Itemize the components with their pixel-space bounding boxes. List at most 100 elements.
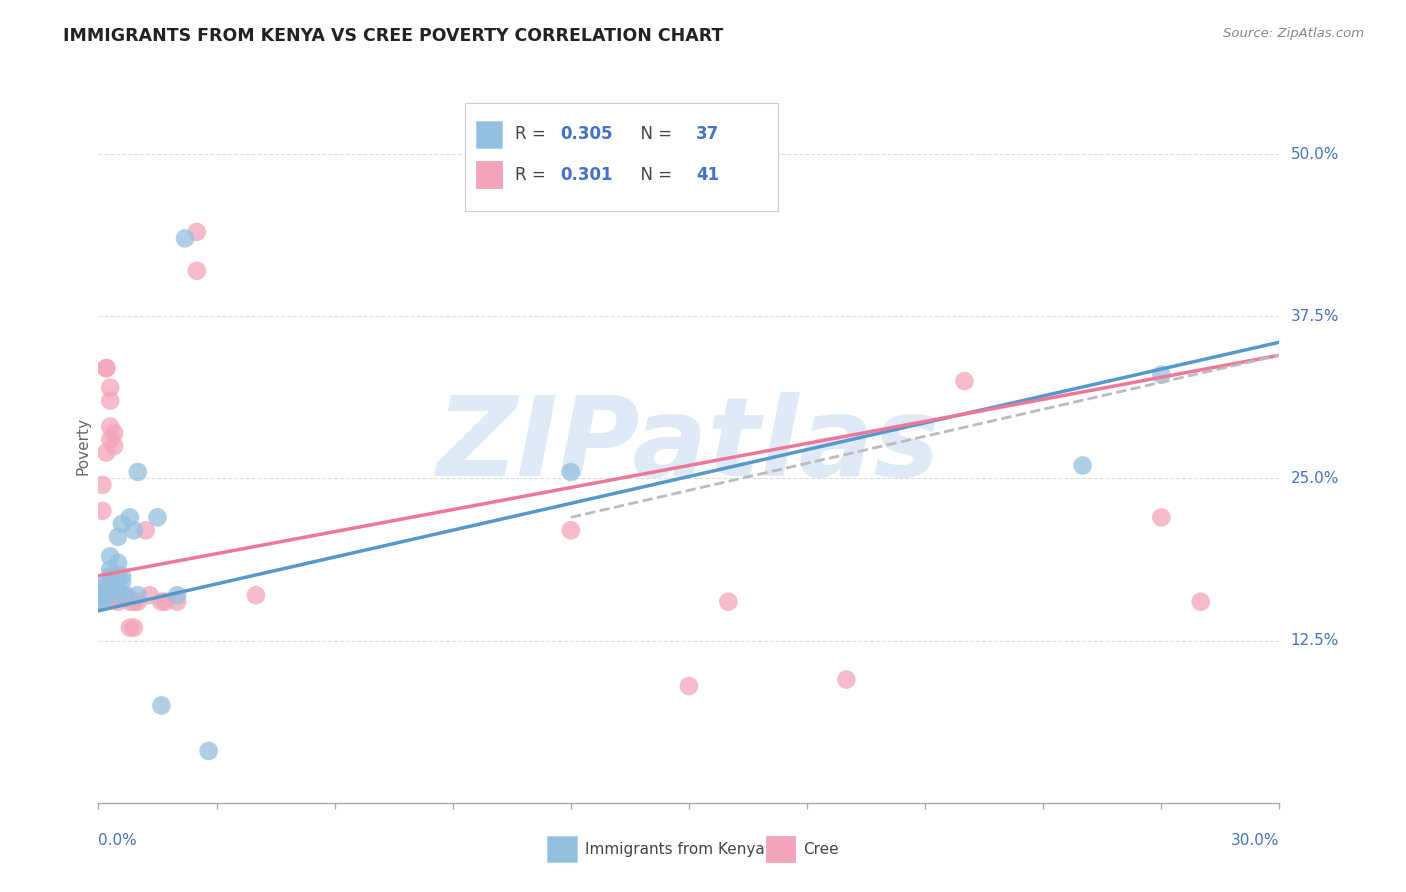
Text: 0.301: 0.301	[560, 166, 613, 184]
Point	[118, 595, 141, 609]
Point	[96, 582, 118, 596]
Point	[98, 393, 121, 408]
Point	[560, 465, 582, 479]
Point	[98, 562, 121, 576]
Text: 12.5%: 12.5%	[1291, 633, 1339, 648]
Point	[103, 568, 125, 582]
Point	[96, 582, 118, 596]
Text: ZIPatlas: ZIPatlas	[437, 392, 941, 500]
Text: 37: 37	[696, 125, 720, 143]
Point	[91, 595, 114, 609]
Point	[96, 585, 118, 599]
Point	[96, 361, 118, 376]
Point	[98, 549, 121, 564]
Text: N =: N =	[630, 166, 678, 184]
Point	[678, 679, 700, 693]
Point	[98, 588, 121, 602]
Point	[98, 433, 121, 447]
Bar	[547, 837, 576, 862]
Point	[96, 445, 118, 459]
Point	[107, 588, 129, 602]
Y-axis label: Poverty: Poverty	[75, 417, 90, 475]
Text: 0.0%: 0.0%	[98, 833, 138, 848]
Text: N =: N =	[630, 125, 678, 143]
Point	[103, 425, 125, 440]
Point	[155, 595, 177, 609]
Point	[245, 588, 267, 602]
Point	[127, 595, 149, 609]
Point	[107, 530, 129, 544]
Point	[111, 591, 134, 605]
Point	[135, 524, 157, 538]
Text: Immigrants from Kenya: Immigrants from Kenya	[585, 842, 765, 856]
Point	[122, 524, 145, 538]
Point	[1150, 510, 1173, 524]
Point	[107, 556, 129, 570]
Point	[127, 588, 149, 602]
Point	[150, 698, 173, 713]
Point	[138, 588, 160, 602]
Point	[1150, 368, 1173, 382]
Point	[98, 419, 121, 434]
Point	[186, 225, 208, 239]
Point	[91, 588, 114, 602]
Point	[91, 504, 114, 518]
Point	[111, 575, 134, 590]
Point	[98, 568, 121, 582]
Point	[150, 595, 173, 609]
Point	[107, 582, 129, 596]
Point	[146, 510, 169, 524]
Point	[91, 595, 114, 609]
Point	[107, 588, 129, 602]
Point	[560, 524, 582, 538]
Text: R =: R =	[516, 125, 551, 143]
Text: 37.5%: 37.5%	[1291, 309, 1339, 324]
Point	[111, 568, 134, 582]
Point	[98, 381, 121, 395]
Point	[91, 582, 114, 596]
Point	[107, 595, 129, 609]
Point	[98, 575, 121, 590]
Point	[197, 744, 219, 758]
Point	[98, 582, 121, 596]
Point	[835, 673, 858, 687]
Point	[118, 510, 141, 524]
Point	[111, 588, 134, 602]
Point	[1189, 595, 1212, 609]
Point	[107, 591, 129, 605]
Point	[103, 439, 125, 453]
Text: IMMIGRANTS FROM KENYA VS CREE POVERTY CORRELATION CHART: IMMIGRANTS FROM KENYA VS CREE POVERTY CO…	[63, 27, 724, 45]
Point	[103, 582, 125, 596]
Point	[115, 591, 138, 605]
Text: 41: 41	[696, 166, 718, 184]
Point	[127, 465, 149, 479]
Point	[717, 595, 740, 609]
Text: Source: ZipAtlas.com: Source: ZipAtlas.com	[1223, 27, 1364, 40]
Point	[122, 595, 145, 609]
Bar	[477, 161, 502, 188]
Point	[98, 591, 121, 605]
Point	[166, 588, 188, 602]
Point	[91, 588, 114, 602]
Point	[91, 478, 114, 492]
Bar	[477, 120, 502, 148]
Point	[96, 361, 118, 376]
Point	[1071, 458, 1094, 473]
Point	[96, 575, 118, 590]
Text: 0.305: 0.305	[560, 125, 613, 143]
Text: Cree: Cree	[803, 842, 839, 856]
Point	[174, 231, 197, 245]
Point	[107, 568, 129, 582]
Point	[118, 621, 141, 635]
Text: 25.0%: 25.0%	[1291, 471, 1339, 486]
Text: 50.0%: 50.0%	[1291, 146, 1339, 161]
Point	[91, 588, 114, 602]
Point	[91, 591, 114, 605]
Point	[115, 588, 138, 602]
Point	[953, 374, 976, 388]
FancyBboxPatch shape	[464, 103, 778, 211]
Bar	[766, 837, 796, 862]
Point	[166, 595, 188, 609]
Point	[111, 516, 134, 531]
Point	[186, 264, 208, 278]
